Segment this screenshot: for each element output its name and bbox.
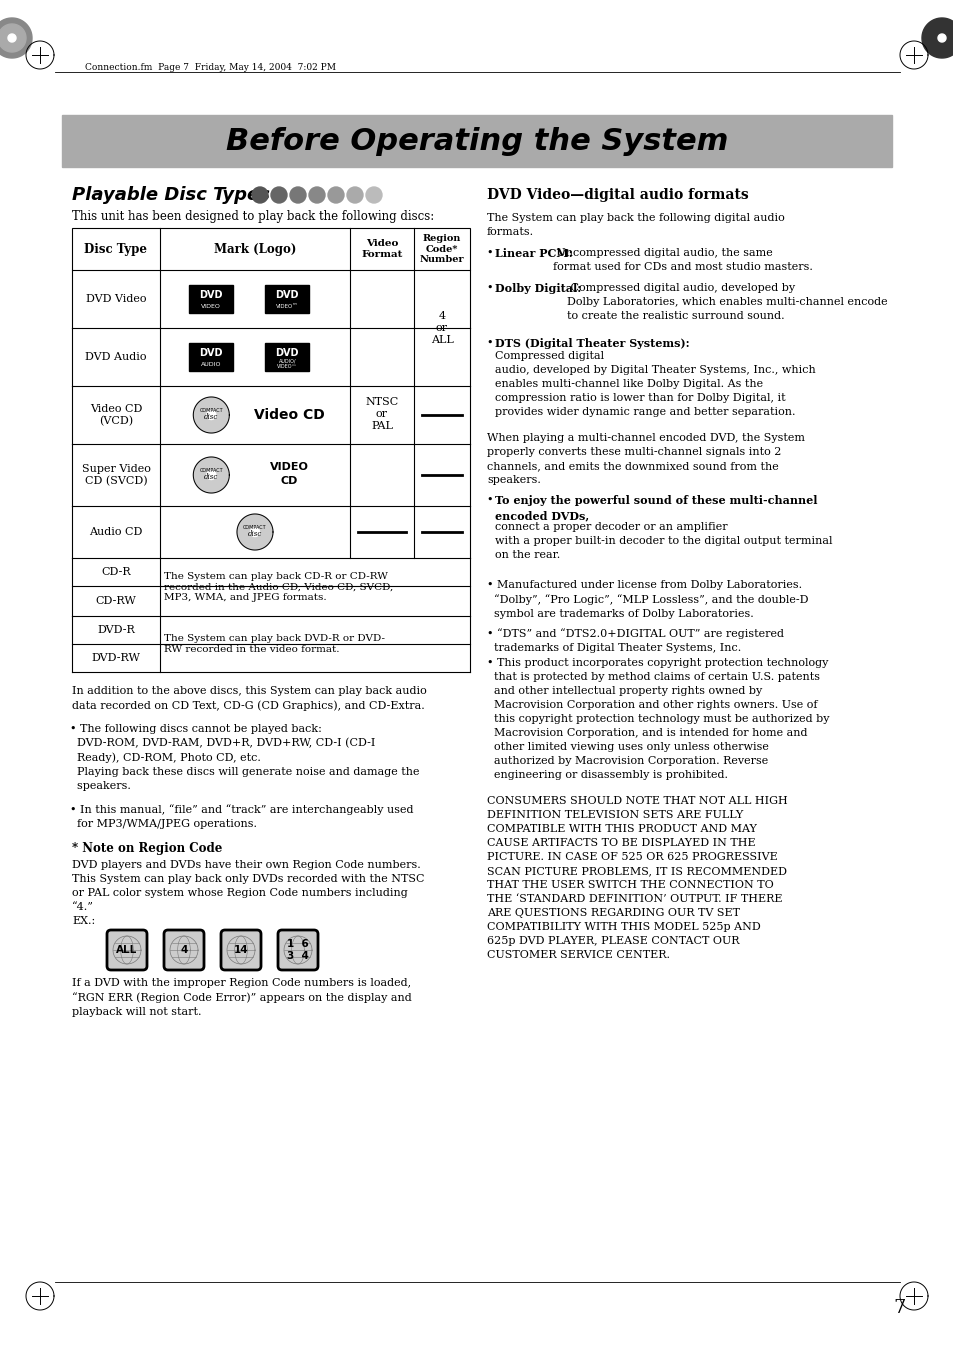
FancyBboxPatch shape [164, 929, 204, 970]
Text: VIDEO: VIDEO [270, 462, 309, 471]
Text: 4: 4 [180, 944, 188, 955]
Polygon shape [937, 34, 945, 42]
Text: DVD Video—digital audio formats: DVD Video—digital audio formats [486, 188, 748, 203]
Bar [265, 343, 309, 372]
Text: COMPACT: COMPACT [199, 408, 223, 413]
Text: Video CD
(VCD): Video CD (VCD) [90, 404, 142, 426]
Text: 14: 14 [233, 944, 248, 955]
Polygon shape [207, 411, 215, 420]
Polygon shape [236, 513, 273, 550]
Text: AUDIO/: AUDIO/ [278, 358, 295, 363]
Circle shape [328, 186, 344, 203]
Text: •: • [486, 338, 497, 349]
Text: Video CD: Video CD [253, 408, 324, 422]
Text: 4
or
ALL: 4 or ALL [430, 311, 453, 345]
Text: DVD Audio: DVD Audio [85, 353, 147, 362]
Polygon shape [193, 457, 229, 493]
Text: VIDEO™: VIDEO™ [275, 304, 298, 308]
Polygon shape [276, 473, 292, 489]
FancyBboxPatch shape [277, 929, 317, 970]
Text: •: • [486, 494, 497, 505]
Polygon shape [193, 397, 229, 434]
Text: Audio CD: Audio CD [90, 527, 143, 536]
Text: The System can play back the following digital audio
formats.: The System can play back the following d… [486, 213, 784, 236]
Text: DVD-R: DVD-R [97, 626, 134, 635]
Text: Before Operating the System: Before Operating the System [226, 127, 727, 155]
FancyBboxPatch shape [221, 929, 261, 970]
Text: * Note on Region Code: * Note on Region Code [71, 842, 222, 855]
Bar [71, 228, 470, 270]
Polygon shape [8, 34, 16, 42]
Text: • “DTS” and “DTS2.0+DIGITAL OUT” are registered
  trademarks of Digital Theater : • “DTS” and “DTS2.0+DIGITAL OUT” are reg… [486, 628, 783, 653]
Text: Compressed digital audio, developed by
Dolby Laboratories, which enables multi-c: Compressed digital audio, developed by D… [566, 282, 886, 322]
Text: •: • [486, 249, 497, 258]
Text: connect a proper decoder or an amplifier
with a proper built-in decoder to the d: connect a proper decoder or an amplifier… [495, 521, 832, 561]
Text: AUDIO: AUDIO [201, 362, 221, 366]
Text: Mark (Logo): Mark (Logo) [213, 242, 295, 255]
Circle shape [347, 186, 363, 203]
Text: CONSUMERS SHOULD NOTE THAT NOT ALL HIGH
DEFINITION TELEVISION SETS ARE FULLY
COM: CONSUMERS SHOULD NOTE THAT NOT ALL HIGH … [486, 796, 787, 961]
Text: 1  6
3  4: 1 6 3 4 [287, 939, 309, 961]
Text: COMPACT: COMPACT [199, 467, 223, 473]
Bar [189, 285, 233, 313]
Text: •: • [486, 282, 497, 293]
Text: disc: disc [204, 473, 218, 481]
Text: Super Video
CD (SVCD): Super Video CD (SVCD) [81, 463, 151, 486]
Polygon shape [921, 18, 953, 58]
Circle shape [366, 186, 381, 203]
Circle shape [290, 186, 306, 203]
Text: CD: CD [280, 476, 297, 486]
Text: Playable Disc Types: Playable Disc Types [71, 186, 270, 204]
Text: Region
Code*
Number: Region Code* Number [419, 234, 464, 263]
Text: • The following discs cannot be played back:
  DVD-ROM, DVD-RAM, DVD+R, DVD+RW, : • The following discs cannot be played b… [70, 724, 419, 792]
Text: If a DVD with the improper Region Code numbers is loaded,
“RGN ERR (Region Code : If a DVD with the improper Region Code n… [71, 978, 412, 1017]
Polygon shape [251, 527, 259, 536]
Text: Compressed digital
audio, developed by Digital Theater Systems, Inc., which
enab: Compressed digital audio, developed by D… [495, 351, 815, 417]
Text: This unit has been designed to play back the following discs:: This unit has been designed to play back… [71, 209, 434, 223]
Text: DVD Video: DVD Video [86, 295, 146, 304]
Text: DVD: DVD [199, 349, 223, 358]
Circle shape [309, 186, 325, 203]
Text: COMPACT: COMPACT [243, 526, 267, 530]
Text: VIDEO: VIDEO [201, 304, 221, 308]
Text: Video
Format: Video Format [361, 239, 402, 258]
Circle shape [271, 186, 287, 203]
Bar [189, 343, 233, 372]
Text: DVD: DVD [199, 290, 223, 300]
Circle shape [252, 186, 268, 203]
Text: CD-R: CD-R [101, 567, 131, 577]
Text: DVD: DVD [275, 290, 298, 300]
Text: In addition to the above discs, this System can play back audio
data recorded on: In addition to the above discs, this Sys… [71, 686, 426, 711]
Text: • Manufactured under license from Dolby Laboratories.
  “Dolby”, “Pro Logic”, “M: • Manufactured under license from Dolby … [486, 580, 807, 619]
Text: Linear PCM:: Linear PCM: [495, 249, 572, 259]
Text: The System can play back CD-R or CD-RW
recorded in the Audio CD, Video CD, SVCD,: The System can play back CD-R or CD-RW r… [164, 571, 393, 603]
Text: 7: 7 [893, 1300, 905, 1317]
Text: DVD-RW: DVD-RW [91, 653, 140, 663]
Polygon shape [0, 24, 26, 51]
Bar [62, 115, 891, 168]
Text: disc: disc [248, 530, 262, 538]
Text: • In this manual, “file” and “track” are interchangeably used
  for MP3/WMA/JPEG: • In this manual, “file” and “track” are… [70, 804, 413, 828]
Text: DTS (Digital Theater Systems):: DTS (Digital Theater Systems): [495, 338, 689, 349]
Text: To enjoy the powerful sound of these multi-channel
encoded DVDs,: To enjoy the powerful sound of these mul… [495, 494, 817, 521]
Text: Connection.fm  Page 7  Friday, May 14, 2004  7:02 PM: Connection.fm Page 7 Friday, May 14, 200… [85, 62, 335, 72]
Text: ALL: ALL [116, 944, 137, 955]
Text: The System can play back DVD-R or DVD-
RW recorded in the video format.: The System can play back DVD-R or DVD- R… [164, 635, 385, 654]
Polygon shape [207, 470, 215, 480]
FancyBboxPatch shape [107, 929, 147, 970]
Text: DVD: DVD [275, 349, 298, 358]
Text: When playing a multi-channel encoded DVD, the System
properly converts these mul: When playing a multi-channel encoded DVD… [486, 434, 804, 485]
Bar [265, 285, 309, 313]
Text: • This product incorporates copyright protection technology
  that is protected : • This product incorporates copyright pr… [486, 658, 828, 780]
Text: NTSC
or
PAL: NTSC or PAL [365, 397, 398, 431]
Text: VIDEO™: VIDEO™ [276, 365, 297, 370]
Text: Dolby Digital:: Dolby Digital: [495, 282, 580, 295]
Polygon shape [0, 18, 32, 58]
Text: disc: disc [204, 413, 218, 420]
Text: CD-RW: CD-RW [95, 596, 136, 607]
Text: Uncompressed digital audio, the same
format used for CDs and most studio masters: Uncompressed digital audio, the same for… [553, 249, 812, 272]
Text: DVD players and DVDs have their own Region Code numbers.
This System can play ba: DVD players and DVDs have their own Regi… [71, 861, 424, 925]
Text: Disc Type: Disc Type [85, 242, 148, 255]
